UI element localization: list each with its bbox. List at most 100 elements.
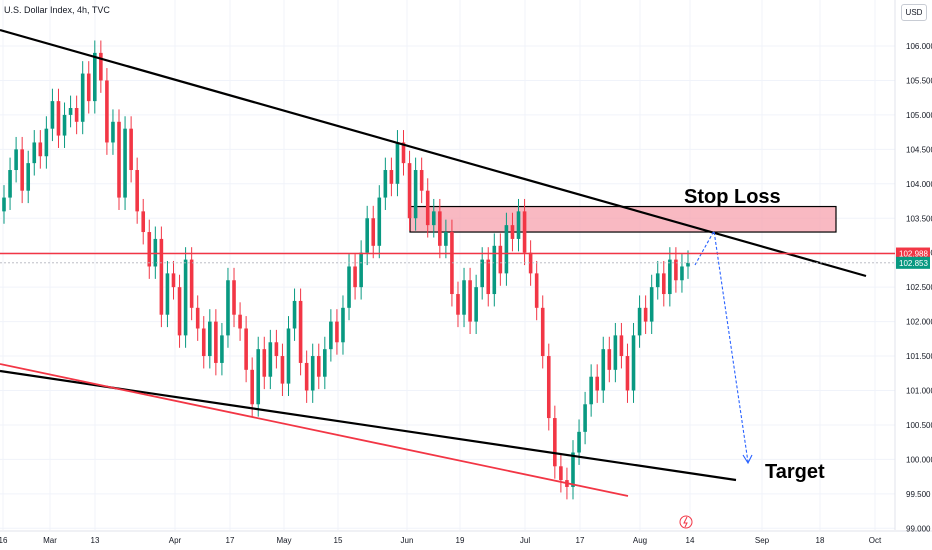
candle (480, 259, 484, 288)
x-axis: 16 Mar 13 Apr 17 May 15 Jun 19 Jul 17 Aug 14 Sep 18 Oct (0, 530, 932, 545)
candle (583, 404, 587, 432)
candle (631, 335, 636, 391)
candle (510, 225, 515, 239)
candle (365, 218, 369, 253)
y-tick-label: 102.000 (906, 318, 932, 327)
chart-title: U.S. Dollar Index, 4h, TVC (4, 5, 110, 15)
y-tick-label: 106.000 (906, 42, 932, 51)
x-tick-label: 15 (334, 536, 343, 545)
candle (201, 328, 206, 357)
price-tag (896, 247, 930, 260)
candle (540, 307, 545, 357)
candle (377, 197, 382, 246)
candle (117, 121, 121, 198)
candle (111, 121, 115, 143)
candle (468, 280, 472, 322)
candle (262, 349, 267, 377)
candle (595, 376, 600, 391)
candle (38, 142, 43, 157)
candle (553, 418, 557, 467)
candle (74, 108, 79, 122)
candle (14, 149, 18, 171)
candle (62, 114, 67, 136)
candle (419, 170, 424, 191)
candle (244, 328, 248, 370)
y-axis: 106.000 105.500 105.000 104.500 104.000 103.5… (894, 0, 932, 533)
candle (359, 252, 363, 288)
candle (498, 245, 503, 274)
y-tick-label: 105.500 (906, 76, 932, 85)
candle (304, 362, 309, 391)
candle (686, 262, 690, 267)
candle (571, 452, 575, 487)
candle (504, 225, 509, 274)
currency-badge[interactable]: USD (901, 4, 927, 21)
annotation-stop-loss: Stop Loss (684, 186, 781, 208)
candle (407, 163, 412, 219)
x-tick-label: 14 (686, 536, 695, 545)
candle (226, 280, 230, 336)
candles (2, 40, 690, 500)
candle (238, 314, 242, 329)
candle (637, 307, 642, 336)
candle (323, 349, 327, 377)
candle (286, 328, 291, 384)
candle (395, 142, 400, 184)
y-tick-label: 104.500 (906, 145, 932, 154)
candle (601, 349, 606, 391)
candle (292, 300, 297, 329)
y-tick-label: 101.500 (906, 352, 932, 361)
grid (0, 0, 895, 530)
x-tick-label: 13 (91, 536, 100, 545)
price-tag-label: 102.988 (899, 250, 928, 259)
candle (214, 321, 218, 363)
stop-loss-zone[interactable] (409, 205, 837, 233)
candle (8, 170, 12, 198)
candle (383, 170, 388, 198)
candle (577, 431, 581, 453)
x-tick-label: 18 (816, 536, 825, 545)
candle (44, 128, 49, 157)
projection-path (694, 229, 749, 463)
candle (32, 142, 37, 164)
candle (310, 356, 315, 391)
candle (438, 211, 442, 246)
candle (20, 149, 24, 191)
candle (389, 170, 394, 184)
candle (613, 335, 618, 370)
y-tick-label: 101.000 (906, 387, 932, 396)
lightning-icon[interactable] (679, 515, 693, 529)
candle (268, 342, 273, 377)
candle (474, 287, 478, 322)
y-tick-label: 100.000 (906, 455, 932, 464)
x-tick-label: 17 (226, 536, 235, 545)
candle (92, 52, 97, 102)
x-tick-label: 19 (456, 536, 465, 545)
candle (607, 349, 612, 370)
candle (208, 321, 212, 357)
x-tick-label: May (276, 536, 291, 545)
x-tick-label: 17 (576, 536, 585, 545)
candle (431, 211, 436, 226)
candle (516, 211, 521, 239)
x-tick-label: Sep (755, 536, 770, 545)
candle (625, 356, 630, 391)
candle (298, 300, 303, 363)
candle (329, 321, 333, 350)
candle (2, 197, 6, 212)
candle (589, 376, 593, 405)
y-tick-label: 103.500 (906, 214, 932, 223)
x-tick-label: Oct (869, 536, 882, 545)
candle (546, 356, 551, 419)
candle (413, 170, 418, 219)
candle (522, 211, 527, 253)
price-tag-label: 102.853 (899, 259, 928, 268)
y-tick-label: 102.500 (906, 283, 932, 292)
candle (643, 307, 648, 322)
candle (680, 266, 684, 281)
candle (534, 273, 539, 308)
red-channel-line (0, 363, 629, 497)
candle (559, 466, 563, 481)
candle (353, 266, 357, 288)
